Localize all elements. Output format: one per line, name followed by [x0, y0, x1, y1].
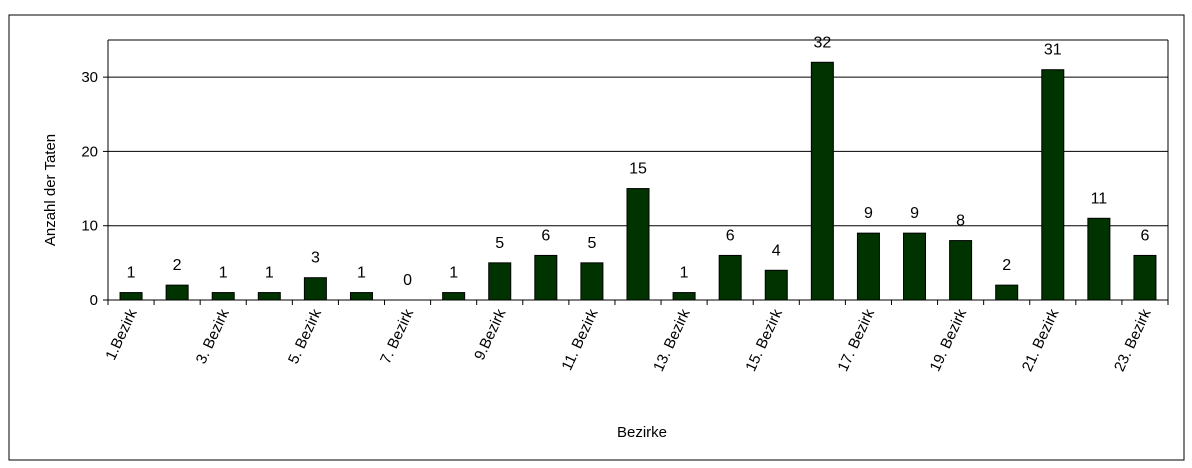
data-label: 0	[403, 272, 412, 289]
data-label: 1	[357, 265, 366, 282]
axes	[103, 40, 1169, 305]
bar	[534, 254, 558, 301]
data-label: 6	[726, 227, 735, 244]
bar	[303, 277, 327, 301]
bar	[442, 292, 466, 301]
data-label: 6	[541, 227, 550, 244]
data-label: 11	[1091, 190, 1108, 207]
bar	[1041, 69, 1065, 301]
bar	[810, 61, 834, 301]
bar	[580, 262, 604, 301]
data-label: 4	[772, 242, 781, 259]
y-tick-label: 20	[81, 143, 98, 160]
bar	[488, 262, 512, 301]
data-label: 9	[910, 205, 919, 222]
bar	[949, 240, 973, 301]
bar	[257, 292, 281, 301]
bar	[349, 292, 373, 301]
y-tick-label: 0	[90, 292, 98, 309]
data-label: 15	[629, 161, 647, 178]
data-label: 8	[956, 213, 965, 230]
data-label: 1	[680, 265, 689, 282]
bar	[1087, 217, 1111, 301]
bar	[764, 269, 788, 301]
bar	[995, 284, 1019, 301]
bar	[903, 232, 927, 301]
data-label: 31	[1044, 42, 1062, 59]
data-label: 1	[219, 265, 228, 282]
data-label: 2	[173, 257, 182, 274]
data-label: 3	[311, 250, 320, 267]
chart-frame	[8, 14, 1185, 461]
bar	[165, 284, 189, 301]
bars	[119, 61, 1157, 301]
bar	[856, 232, 880, 301]
bar	[626, 188, 650, 301]
data-label: 32	[813, 34, 831, 51]
y-tick-label: 10	[81, 218, 98, 235]
data-label: 1	[127, 265, 136, 282]
bar	[718, 254, 742, 301]
data-label: 1	[449, 265, 458, 282]
y-tick-labels: 0 10 20 30	[81, 69, 98, 309]
data-label: 6	[1141, 227, 1150, 244]
bar	[1133, 254, 1157, 301]
data-label: 5	[495, 235, 504, 252]
data-label: 2	[1002, 257, 1011, 274]
data-label: 1	[265, 265, 274, 282]
bar	[211, 292, 235, 301]
bar	[119, 292, 143, 301]
x-axis-title: Bezirke	[617, 424, 667, 441]
data-label: 5	[587, 235, 596, 252]
bar	[672, 292, 696, 301]
data-label: 9	[864, 205, 873, 222]
y-axis-title: Anzahl der Taten	[42, 134, 59, 246]
y-tick-label: 30	[81, 69, 98, 86]
